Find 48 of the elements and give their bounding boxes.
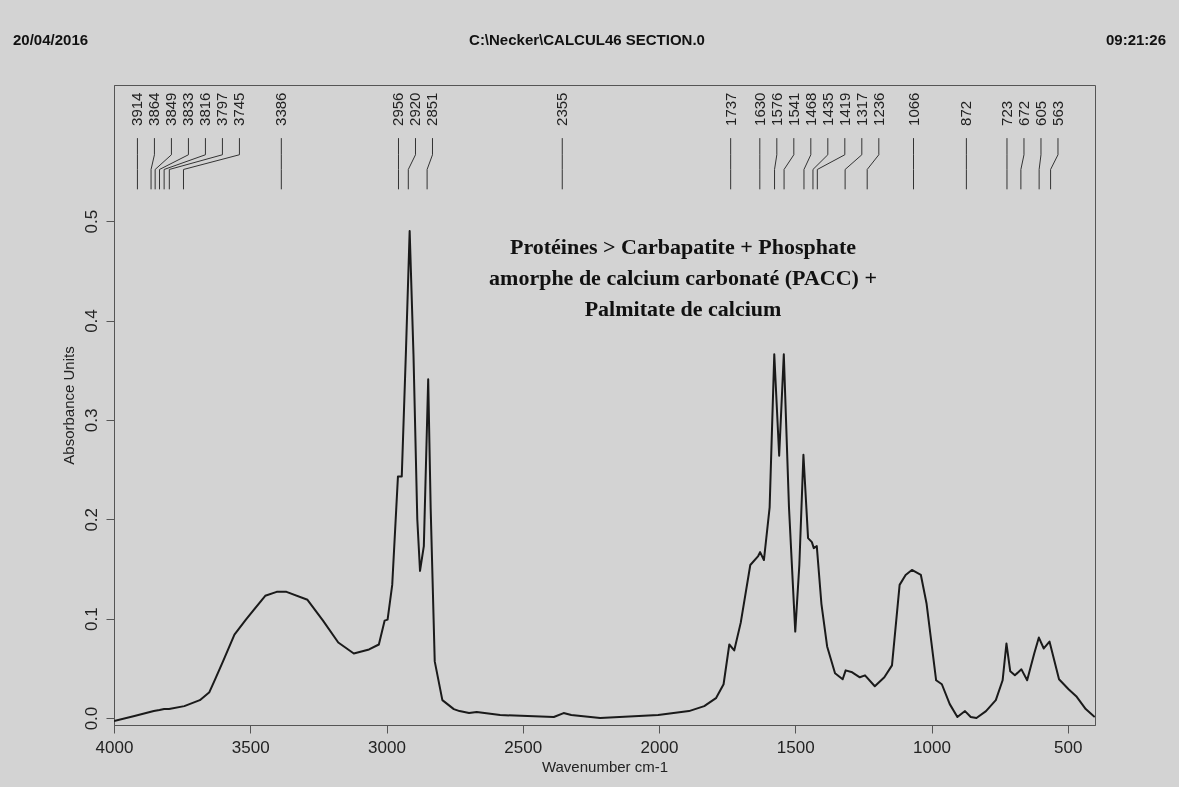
x-tick-label: 2000	[640, 737, 679, 757]
y-tick-label: 0.1	[81, 607, 101, 631]
annotation: 3797	[213, 92, 231, 126]
annotation: 3745	[230, 92, 248, 126]
annotation: 1576	[767, 92, 785, 126]
x-axis-title: Wavenumber cm-1	[541, 757, 669, 775]
y-axis-title: Absorbance Units	[59, 346, 77, 465]
annotation: 1468	[801, 92, 819, 126]
y-tick-label: 0.0	[81, 706, 101, 731]
annotation: 723	[997, 100, 1015, 126]
line-series	[114, 230, 1095, 723]
annotation: 672	[1014, 100, 1032, 126]
x-tick-label: 500	[1054, 737, 1083, 757]
x-tick-label: 1500	[776, 737, 815, 757]
annotation: 2355	[553, 92, 571, 126]
annotation: 3864	[145, 92, 163, 126]
text: 20/04/2016	[13, 31, 89, 48]
annotation: 3816	[196, 92, 214, 126]
annotation: Protéines > Carbapatite + Phosphate amorphe de calcium carbonaté (PACC) + Palmitate de calcium	[489, 234, 877, 321]
annotation: 605	[1031, 100, 1049, 126]
annotation: 1737	[721, 92, 739, 126]
annotation: 872	[957, 100, 975, 126]
x-tick-label: 3500	[231, 737, 270, 757]
annotation: 2920	[406, 92, 424, 126]
annotation: 3833	[179, 92, 197, 126]
text: 09:21:26	[1105, 31, 1166, 48]
x-tick-label: 3000	[368, 737, 406, 757]
annotation: 1317	[852, 92, 870, 126]
x-tick-label: 4000	[95, 737, 134, 757]
x-tick-label: 1000	[913, 737, 951, 757]
annotation: 1066	[904, 92, 922, 126]
annotation: 1236	[869, 92, 887, 126]
annotation: 3914	[128, 92, 146, 126]
annotation: 1419	[835, 92, 853, 126]
annotation: 3386	[272, 92, 290, 126]
annotation: 563	[1048, 100, 1066, 126]
y-tick-label: 0.3	[81, 408, 101, 433]
annotation: 1541	[784, 92, 802, 126]
annotation: 3849	[162, 92, 180, 126]
annotation: 1435	[818, 92, 836, 126]
x-tick-label: 2500	[504, 737, 543, 757]
annotation: 2956	[389, 92, 407, 126]
y-tick-label: 0.2	[81, 507, 101, 532]
y-tick-label: 0.5	[81, 209, 101, 234]
annotation: 1630	[750, 92, 768, 126]
annotation: 2851	[423, 92, 441, 126]
chart-title: C:\Necker\CALCUL46 SECTION.0	[469, 31, 705, 48]
y-tick-label: 0.4	[81, 309, 101, 333]
